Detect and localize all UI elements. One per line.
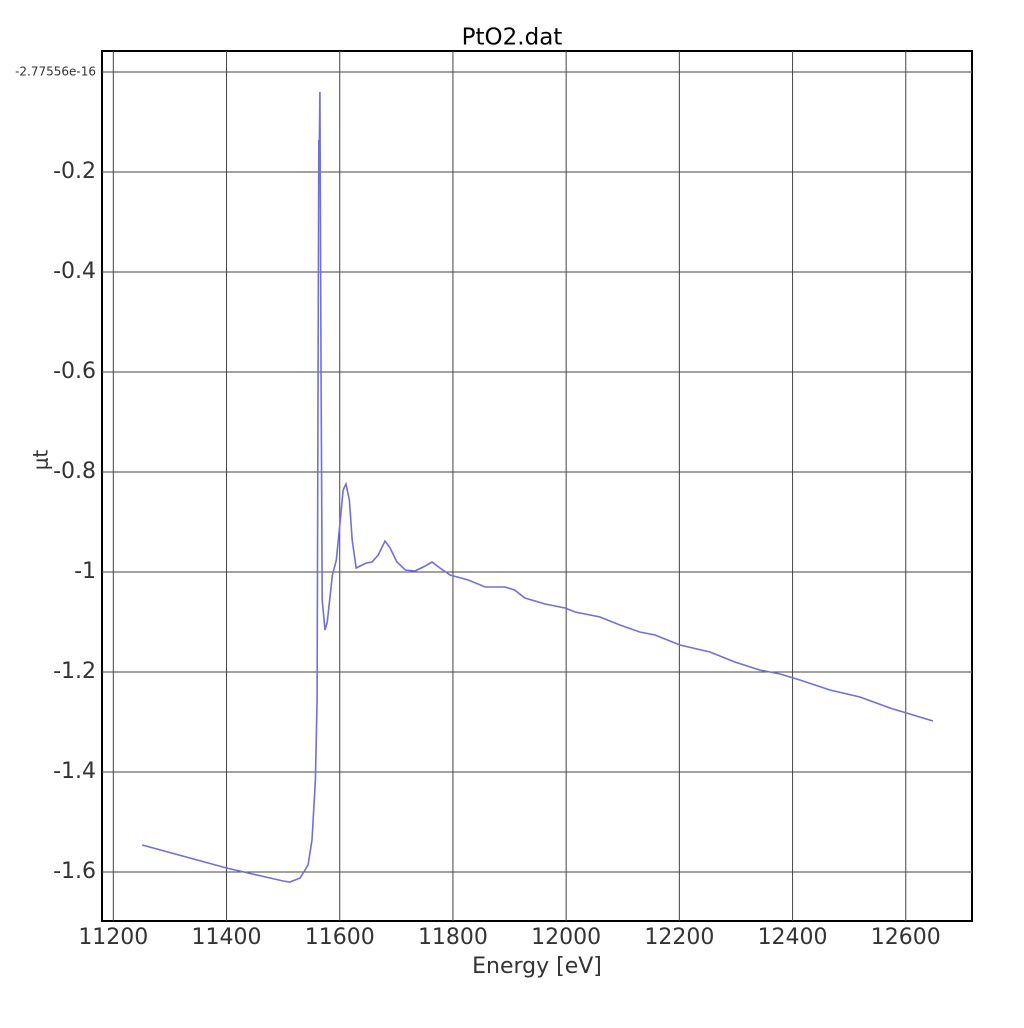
x-tick-label: 11400	[192, 925, 262, 950]
y-tick-label: -0.2	[53, 159, 96, 184]
y-tick-label: -1.2	[53, 659, 96, 684]
y-tick-label: -0.8	[53, 459, 96, 484]
x-tick-label: 12200	[644, 925, 714, 950]
x-tick-label: 12000	[531, 925, 601, 950]
x-axis-label: Energy [eV]	[472, 954, 602, 979]
plot-frame	[101, 50, 973, 922]
x-tick-label: 11200	[78, 925, 148, 950]
chart-title: PtO2.dat	[462, 25, 563, 51]
y-tick-label: -0.4	[53, 259, 96, 284]
x-tick-label: 12600	[871, 925, 941, 950]
y-tick-label: -1.6	[53, 859, 96, 884]
y-tick-label: -1.4	[53, 759, 96, 784]
x-tick-label: 11600	[305, 925, 375, 950]
y-axis-label: μt	[29, 450, 53, 471]
x-tick-label: 11800	[418, 925, 488, 950]
y-tick-label: -1	[74, 559, 96, 584]
data-line	[141, 91, 934, 883]
x-tick-label: 12400	[758, 925, 828, 950]
y-tick-label: -0.6	[53, 359, 96, 384]
y-tick-label: -2.77556e-16	[15, 65, 96, 79]
